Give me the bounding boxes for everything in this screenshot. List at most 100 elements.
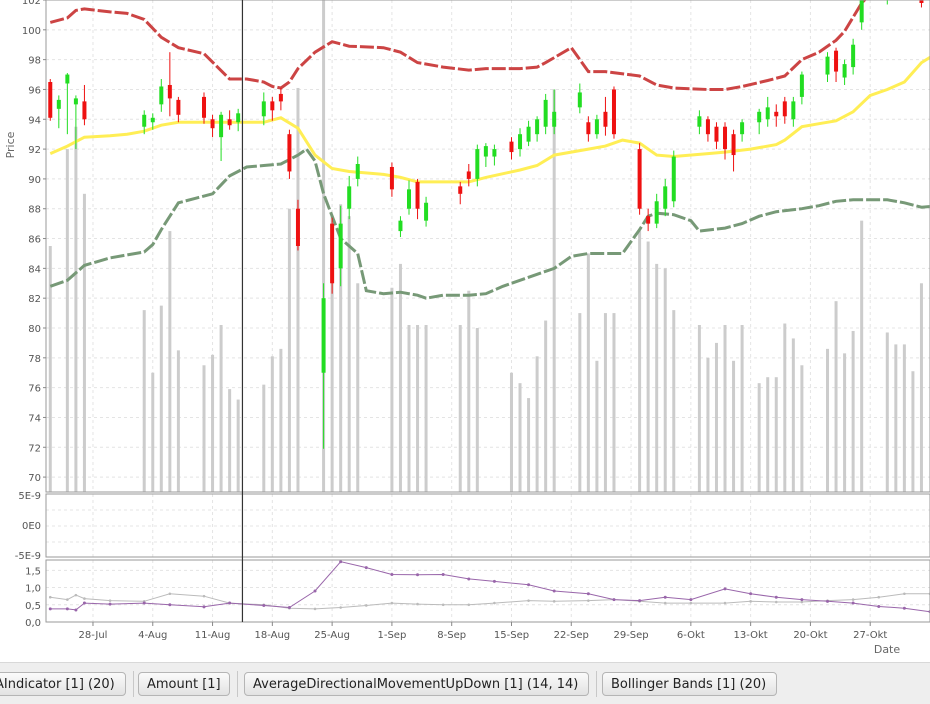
volume-bar [143,310,146,492]
candle-body [612,89,616,134]
candle-body [544,100,548,127]
x-tick-label: 13-Okt [734,630,768,641]
adx-tick-label: 0,0 [25,618,41,629]
price-tick-label: 76 [28,384,41,395]
x-tick-label: 29-Sep [613,630,648,641]
adx-main-point [553,590,556,593]
price-tick-label: 70 [28,473,41,484]
aindicator-button[interactable]: AIndicator [1] (20) [0,672,126,696]
candle-body [202,97,206,118]
adx-secondary-point [314,608,317,611]
candle-body [211,119,215,128]
y-axis-title: Price [4,131,17,158]
candle-body [475,149,479,179]
adx-main-point [527,583,530,586]
volume-bar [279,349,282,492]
candle-body [527,127,531,142]
candle-body [714,127,718,142]
price-tick-label: 92 [28,145,41,156]
volume-bar [792,338,795,492]
price-tick-label: 82 [28,294,41,305]
volume-bars [49,0,923,492]
candle-body [151,118,155,122]
volume-bar [203,365,206,492]
adx-main-point [314,590,317,593]
volume-bar [783,324,786,492]
volume-bar [74,127,77,492]
adx-main-point [775,596,778,599]
adx-main-point [66,607,69,610]
volume-bar [920,283,923,492]
price-tick-label: 84 [28,264,41,275]
volume-bar [399,264,402,492]
adx-main-point [168,603,171,606]
candle-body [826,57,830,75]
volume-bar [83,194,86,492]
adx-secondary-point [749,600,752,603]
adx-main-point [689,598,692,601]
candle-body [458,186,462,193]
price-tick-label: 88 [28,205,41,216]
toolbar-separator [133,671,134,697]
volume-bar [835,301,838,492]
candle-body [706,119,710,134]
adx-secondary-point [775,601,778,604]
candle-body [757,112,761,122]
price-tick-label: 74 [28,413,41,424]
candle-body [65,75,69,84]
adx-main-point [724,587,727,590]
price-tick-label: 98 [28,56,41,67]
adx-main-point [903,607,906,610]
candle-body [484,146,488,156]
adx-updown-button[interactable]: AverageDirectionalMovementUpDown [1] (14… [244,672,589,696]
stock-chart[interactable]: 7072747678808284868890929496981001025E-9… [0,0,930,662]
candle-body [535,119,539,134]
adx-main-point [339,560,342,563]
candle-body [732,134,736,155]
volume-bar [724,325,727,492]
volume-bar [425,325,428,492]
candle-body [424,203,428,221]
volume-bar [168,231,171,492]
price-tick-label: 72 [28,443,41,454]
adx-main-point [288,606,291,609]
candle-body [48,82,52,118]
candle-body [219,115,223,137]
volume-bar [271,356,274,492]
adx-main-point [467,577,470,580]
adx-main-point [442,573,445,576]
adx-main-point [365,566,368,569]
candle-body [262,101,266,116]
adx-tick-label: 1,5 [25,566,41,577]
volume-bar [664,268,667,492]
volume-bar [49,246,52,492]
adx-main-point [800,598,803,601]
volume-bar [220,325,223,492]
adx-main-point [612,598,615,601]
x-tick-label: 11-Aug [195,630,231,641]
adx-secondary-point [801,601,804,604]
adx-tick-label: 1,0 [25,584,41,595]
volume-bar [852,331,855,492]
adx-main-point [49,607,52,610]
candle-body [766,107,770,119]
candle-body [655,201,659,223]
adx-main-point [262,604,265,607]
candle-body [407,189,411,208]
adx-secondary-line [50,594,930,609]
volume-bar [587,253,590,492]
amount-button[interactable]: Amount [1] [138,672,230,696]
x-tick-label: 15-Sep [494,630,529,641]
adx-secondary-point [467,603,470,606]
x-tick-label: 20-Okt [793,630,827,641]
x-tick-label: 1-Sep [377,630,406,641]
adx-main-point [109,603,112,606]
candle-body [176,100,180,115]
candle-body [236,113,240,122]
candle-body [697,116,701,126]
bollinger-bands-button[interactable]: Bollinger Bands [1] (20) [602,672,777,696]
price-tick-label: 94 [28,115,41,126]
volume-bar [476,328,479,492]
adx-secondary-point [877,596,880,599]
volume-bar [766,377,769,492]
